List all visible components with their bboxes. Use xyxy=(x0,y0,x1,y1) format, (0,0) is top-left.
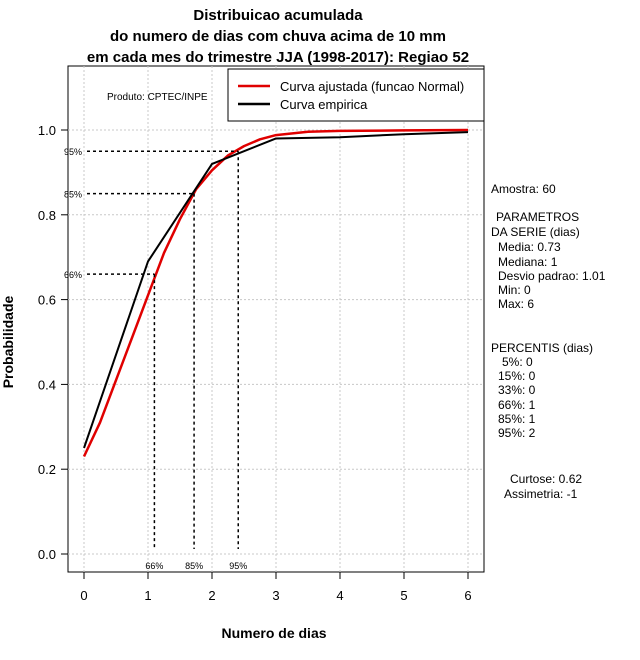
chart-title-line: do numero de dias com chuva acima de 10 … xyxy=(110,28,446,45)
stats-amostra: Amostra: 60 xyxy=(491,182,556,196)
stats-media: Media: 0.73 xyxy=(498,240,561,254)
chart-title-line: Distribuicao acumulada xyxy=(193,7,363,24)
x-tick-label: 4 xyxy=(336,588,343,603)
stats-parametros-title-2: DA SERIE (dias) xyxy=(491,225,580,239)
percentile-x-label: 66% xyxy=(145,561,163,571)
x-tick-label: 6 xyxy=(464,588,471,603)
percentile-x-label: 85% xyxy=(185,561,203,571)
y-tick-label: 0.8 xyxy=(38,208,56,223)
legend-box xyxy=(227,68,485,122)
stats-parametros-title-1: PARAMETROS xyxy=(496,210,580,224)
percentile-y-label: 85% xyxy=(64,190,82,200)
percentile-y-label: 95% xyxy=(64,147,82,157)
stats-mediana: Mediana: 1 xyxy=(498,255,558,269)
percentile-y-label: 66% xyxy=(64,270,82,280)
x-tick-label: 2 xyxy=(208,588,215,603)
x-tick-label: 0 xyxy=(80,588,87,603)
percentile-x-label: 95% xyxy=(229,561,247,571)
y-tick-label: 0.6 xyxy=(38,293,56,308)
legend: Curva ajustada (funcao Normal) Curva empi… xyxy=(227,68,485,122)
x-tick-label: 3 xyxy=(272,588,279,603)
empirical-curve xyxy=(83,131,469,449)
chart-title: Distribuicao acumulada do numero de dias … xyxy=(87,7,469,66)
stats-min: Min: 0 xyxy=(498,283,531,297)
y-axis-label: Probabilidade xyxy=(0,296,16,389)
y-tick-label: 0.2 xyxy=(38,462,56,477)
stats-desvio: Desvio padrao: 1.01 xyxy=(498,269,606,283)
fitted-normal-curve xyxy=(82,128,469,458)
chart-title-line: em cada mes do trimestre JJA (1998-2017)… xyxy=(87,49,469,66)
stats-max: Max: 6 xyxy=(498,297,535,311)
y-axis: 0.0 0.2 0.4 0.6 0.8 1.0 xyxy=(38,123,68,562)
stats-percentis-title: PERCENTIS (dias) xyxy=(491,341,594,355)
series-lines xyxy=(82,128,469,458)
stats-assimetria: Assimetria: -1 xyxy=(504,487,578,501)
stats-p66: 66%: 1 xyxy=(498,398,536,412)
product-label: Produto: CPTEC/INPE xyxy=(107,92,208,103)
stats-p95: 95%: 2 xyxy=(498,426,536,440)
x-axis-label: Numero de dias xyxy=(221,625,326,641)
grid-lines xyxy=(68,66,484,572)
y-tick-label: 0.0 xyxy=(38,547,56,562)
stats-p15: 15%: 0 xyxy=(498,369,536,383)
legend-label: Curva empirica xyxy=(280,97,368,112)
x-tick-label: 5 xyxy=(400,588,407,603)
y-tick-label: 0.4 xyxy=(38,377,56,392)
legend-label: Curva ajustada (funcao Normal) xyxy=(280,79,464,94)
stats-p85: 85%: 1 xyxy=(498,412,536,426)
x-axis: 0 1 2 3 4 5 6 xyxy=(80,572,472,603)
y-tick-label: 1.0 xyxy=(38,123,56,138)
stats-curtose: Curtose: 0.62 xyxy=(510,472,583,486)
x-tick-label: 1 xyxy=(144,588,151,603)
percentile-markers: 66% 66% 85% 85% 95% 95% xyxy=(64,147,247,571)
stats-p5: 5%: 0 xyxy=(502,355,533,369)
stats-p33: 33%: 0 xyxy=(498,383,536,397)
